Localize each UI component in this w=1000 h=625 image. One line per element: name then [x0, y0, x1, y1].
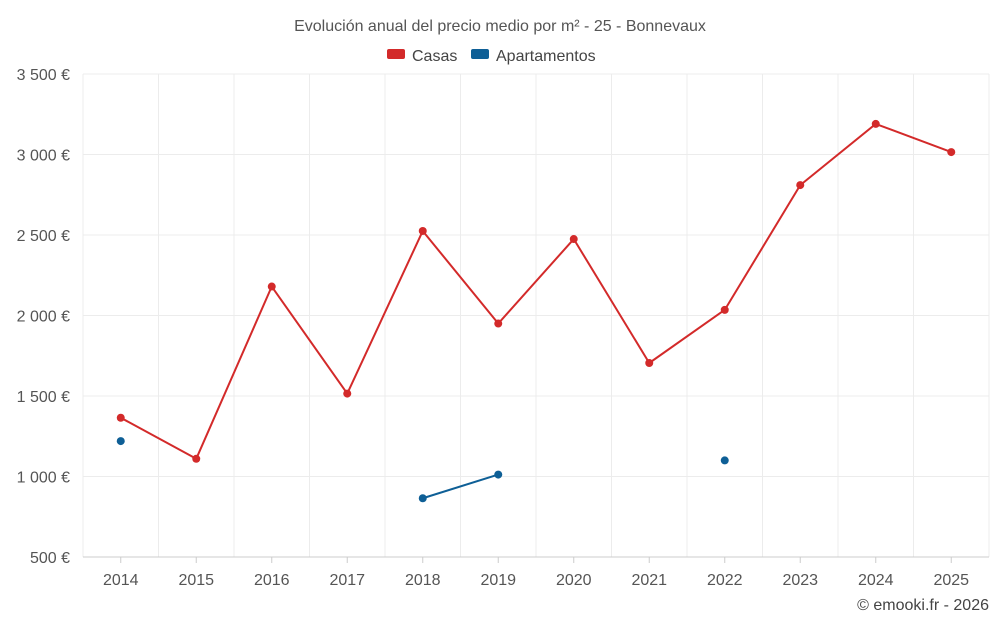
y-tick-label: 1 500 € [17, 389, 70, 406]
x-tick-label: 2015 [178, 572, 214, 589]
data-point-casas[interactable] [871, 119, 880, 128]
y-tick-label: 3 000 € [17, 148, 70, 165]
legend-item-casas[interactable]: Casas [387, 48, 457, 65]
series-layer [116, 119, 956, 503]
legend-swatch-casas [387, 49, 405, 59]
x-tick-label: 2017 [329, 572, 365, 589]
grid [82, 73, 990, 563]
legend-item-apartamentos[interactable]: Apartamentos [471, 48, 596, 65]
x-tick-label: 2018 [405, 572, 441, 589]
data-point-casas[interactable] [494, 319, 503, 328]
series-apartamentos [116, 437, 729, 503]
x-tick-label: 2024 [858, 572, 894, 589]
chart-title: Evolución anual del precio medio por m² … [294, 18, 706, 35]
x-tick-label: 2025 [933, 572, 969, 589]
data-point-apartamentos[interactable] [494, 470, 503, 479]
data-point-apartamentos[interactable] [116, 437, 125, 446]
x-axis-ticks: 2014 2015 2016 2017 2018 2019 2020 2021 2022 2023… [103, 572, 969, 589]
legend: Casas Apartamentos [387, 48, 596, 65]
x-tick-label: 2022 [707, 572, 743, 589]
x-tick-label: 2023 [782, 572, 818, 589]
y-tick-label: 2 000 € [17, 309, 70, 326]
data-point-apartamentos[interactable] [418, 494, 427, 503]
series-line-casas [120, 122, 952, 460]
y-tick-label: 3 500 € [17, 67, 70, 84]
x-tick-label: 2020 [556, 572, 592, 589]
y-axis-ticks: 500 € 1 000 € 1 500 € 2 000 € 2 500 € 3 000 €… [17, 67, 70, 567]
data-point-apartamentos[interactable] [720, 456, 729, 465]
y-tick-label: 500 € [30, 550, 70, 567]
y-tick-label: 1 000 € [17, 470, 70, 487]
legend-swatch-apartamentos [471, 49, 489, 59]
data-point-casas[interactable] [267, 282, 276, 291]
y-tick-label: 2 500 € [17, 228, 70, 245]
x-tick-label: 2021 [631, 572, 667, 589]
data-point-casas[interactable] [192, 454, 201, 463]
x-tick-label: 2016 [254, 572, 290, 589]
series-line-apartamentos [422, 473, 499, 500]
legend-label-apartamentos: Apartamentos [496, 48, 596, 65]
x-tick-label: 2019 [480, 572, 516, 589]
x-tick-label: 2014 [103, 572, 139, 589]
data-point-casas[interactable] [418, 226, 427, 235]
data-point-casas[interactable] [947, 148, 956, 157]
data-point-casas[interactable] [116, 413, 125, 422]
series-casas [116, 119, 956, 463]
legend-label-casas: Casas [412, 48, 457, 65]
data-point-casas[interactable] [645, 358, 654, 367]
data-point-casas[interactable] [796, 181, 805, 190]
data-point-casas[interactable] [343, 389, 352, 398]
credit-text: © emooki.fr - 2026 [857, 597, 989, 614]
data-point-casas[interactable] [569, 235, 578, 244]
data-point-casas[interactable] [720, 305, 729, 314]
